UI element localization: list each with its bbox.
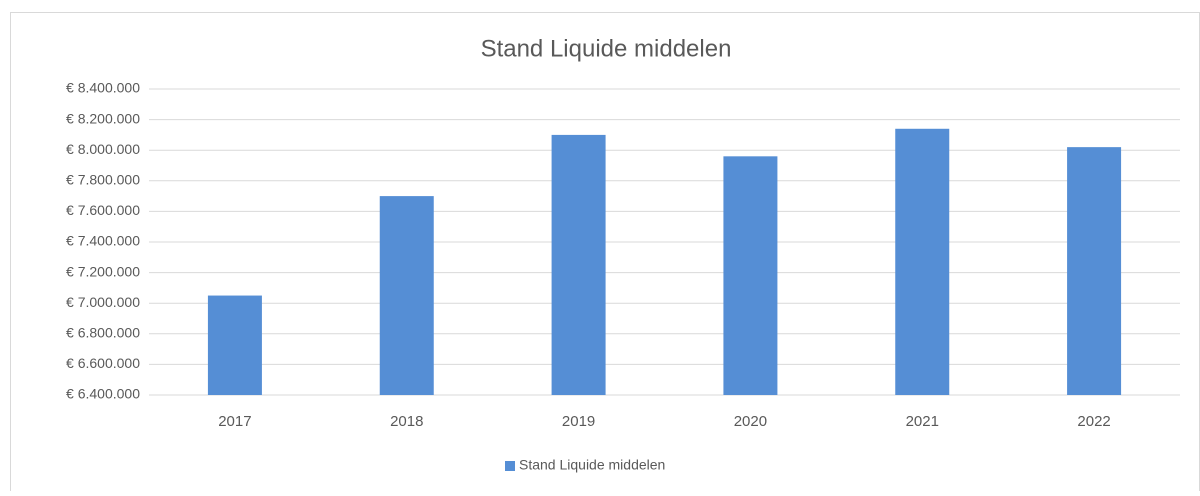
bar [379,196,434,395]
bar [723,156,778,395]
bar [551,134,606,395]
legend-label: Stand Liquide middelen [519,457,665,473]
y-tick-label: € 7.800.000 [66,172,140,188]
legend-swatch [505,461,515,471]
y-tick-label: € 8.000.000 [66,141,140,157]
bar [1067,147,1122,395]
bar [895,128,950,395]
x-tick-label: 2017 [218,413,251,430]
x-tick-label: 2021 [906,413,939,430]
x-tick-label: 2018 [390,413,423,430]
x-tick-label: 2022 [1077,413,1110,430]
y-tick-label: € 7.600.000 [66,202,140,218]
y-tick-label: € 7.200.000 [66,263,140,279]
y-tick-label: € 6.800.000 [66,325,140,341]
chart-title: Stand Liquide middelen [481,35,732,62]
x-tick-label: 2019 [562,413,595,430]
y-tick-label: € 8.400.000 [66,80,140,96]
y-tick-label: € 6.600.000 [66,355,140,371]
y-tick-label: € 8.200.000 [66,110,140,126]
x-tick-label: 2020 [734,413,767,430]
y-tick-label: € 6.400.000 [66,386,140,402]
y-tick-label: € 7.000.000 [66,294,140,310]
bar [207,295,262,395]
y-tick-label: € 7.400.000 [66,233,140,249]
